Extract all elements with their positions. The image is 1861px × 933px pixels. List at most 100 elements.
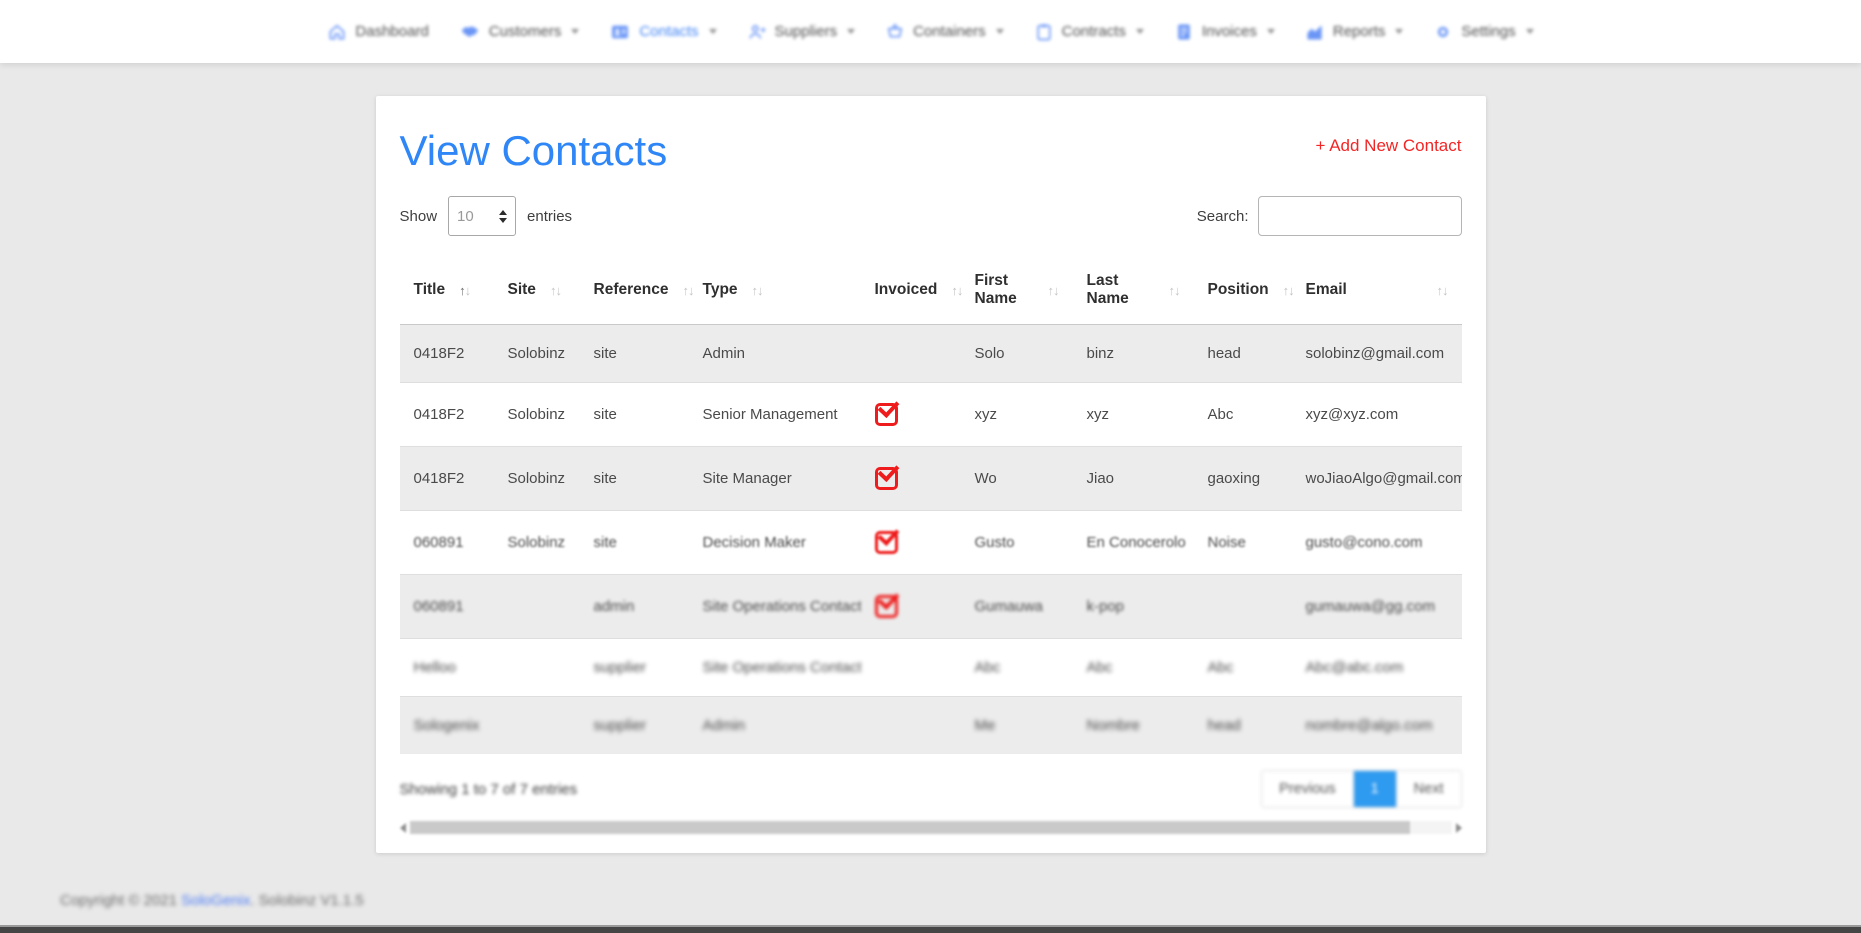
chevron-down-icon xyxy=(995,29,1004,34)
table-row: Helloo supplier Site Operations Contact Abc… xyxy=(399,638,1462,697)
entries-select-value: 10 xyxy=(457,207,474,225)
column-header-site[interactable]: Site ↑ ↓ xyxy=(494,256,580,325)
previous-page-button[interactable]: Previous xyxy=(1262,771,1353,808)
contact-card-icon xyxy=(609,22,631,42)
sort-arrows-icon: ↑ ↓ xyxy=(459,282,471,298)
nav-item-containers[interactable]: Containers xyxy=(885,22,1004,42)
chevron-down-icon xyxy=(1395,29,1404,34)
cell-title: 060891 xyxy=(413,598,464,616)
nav-item-customers[interactable]: Customers xyxy=(459,22,580,42)
cell-title: 060891 xyxy=(413,534,464,552)
chevron-down-icon xyxy=(1266,29,1275,34)
nav-item-label: Contacts xyxy=(639,23,699,40)
column-header-invoiced[interactable]: Invoiced ↑ ↓ xyxy=(861,256,964,325)
cell-email: gusto@cono.com xyxy=(1305,534,1423,552)
column-label: Title xyxy=(413,281,446,299)
table-row: Sologenix supplier Admin Me Nombre head nombre… xyxy=(399,696,1462,755)
brand-link[interactable]: SoloGenix xyxy=(181,892,251,909)
cell-last_name: En Conocerolo xyxy=(1086,534,1186,552)
invoiced-checkbox-icon xyxy=(874,531,898,555)
cell-invoiced xyxy=(861,697,961,755)
entries-select[interactable]: 10 xyxy=(448,196,517,237)
showing-entries-text: Showing 1 to 7 of 7 entries xyxy=(399,780,578,798)
scroll-left-arrow-icon[interactable] xyxy=(399,822,406,833)
next-page-button[interactable]: Next xyxy=(1395,771,1461,808)
nav-items-container: Dashboard Customers Contacts Suppliers Conta… xyxy=(327,22,1534,42)
cell-title: Sologenix xyxy=(413,717,480,735)
column-header-position[interactable]: Position ↑ ↓ xyxy=(1194,256,1295,325)
table-controls: Show 10 entries Search: xyxy=(399,196,1462,237)
scrollbar-track[interactable] xyxy=(409,821,1452,835)
cell-reference: supplier xyxy=(593,717,647,735)
copyright-prefix: Copyright © 2021 xyxy=(60,892,182,909)
cell-invoiced xyxy=(861,447,961,511)
nav-item-suppliers[interactable]: Suppliers xyxy=(747,22,856,42)
nav-item-contracts[interactable]: Contracts xyxy=(1034,22,1144,42)
column-label: Position xyxy=(1207,281,1269,299)
cell-type: Admin xyxy=(702,345,746,363)
nav-item-settings[interactable]: Settings xyxy=(1433,22,1534,42)
column-label: Email xyxy=(1305,281,1347,299)
cell-last_name: Abc xyxy=(1086,659,1113,677)
cell-invoiced xyxy=(861,325,961,383)
invoice-icon xyxy=(1174,22,1194,42)
cell-title: Helloo xyxy=(413,659,457,677)
cell-last_name: xyz xyxy=(1086,406,1110,424)
chevron-down-icon xyxy=(1135,29,1144,34)
cell-email: xyz@xyz.com xyxy=(1305,406,1399,424)
nav-item-invoices[interactable]: Invoices xyxy=(1174,22,1275,42)
cell-first_name: xyz xyxy=(974,406,998,424)
scrollbar-thumb[interactable] xyxy=(409,821,1410,835)
nav-item-label: Reports xyxy=(1332,23,1386,40)
nav-item-reports[interactable]: Reports xyxy=(1305,22,1404,42)
cell-position: head xyxy=(1207,717,1241,735)
invoiced-checkbox-icon xyxy=(874,467,898,491)
view-contacts-card: View Contacts + Add New Contact Show 10 … xyxy=(375,96,1486,854)
column-header-reference[interactable]: Reference ↑ ↓ xyxy=(580,256,695,325)
cell-reference: supplier xyxy=(593,659,647,677)
cell-type: Site Operations Contact xyxy=(702,659,861,677)
scroll-right-arrow-icon[interactable] xyxy=(1455,822,1462,833)
sort-arrows-icon: ↑ ↓ xyxy=(549,282,562,298)
nav-item-label: Contracts xyxy=(1061,23,1126,40)
pagination: Previous 1 Next xyxy=(1261,770,1462,809)
column-header-title[interactable]: Title ↑ ↓ xyxy=(400,256,494,325)
table-row: 0418F2 Solobinz site Admin Solo binz head solob… xyxy=(399,324,1462,383)
nav-item-label: Dashboard xyxy=(355,23,429,40)
cell-title: 0418F2 xyxy=(413,470,465,488)
cell-site: Solobinz xyxy=(507,470,566,488)
column-header-type[interactable]: Type ↑ ↓ xyxy=(689,256,861,325)
nav-item-dashboard[interactable]: Dashboard xyxy=(327,22,429,42)
column-header-email[interactable]: Email ↑ ↓ xyxy=(1292,256,1462,325)
column-label: Invoiced xyxy=(874,281,938,299)
table-footer: Showing 1 to 7 of 7 entries Previous 1 N… xyxy=(399,770,1462,809)
cell-type: Decision Maker xyxy=(702,534,806,552)
cell-site: Solobinz xyxy=(507,345,566,363)
invoiced-checkbox-icon xyxy=(874,403,898,427)
sort-arrows-icon: ↑ ↓ xyxy=(951,282,963,298)
column-header-first_name[interactable]: First Name ↑ ↓ xyxy=(961,256,1073,325)
contacts-table: Title ↑ ↓ Site ↑ ↓ Reference ↑ ↓ Type ↑ ↓ Invoiced ↑ ↓… xyxy=(399,256,1462,755)
search-input[interactable] xyxy=(1257,196,1462,237)
page-title: View Contacts xyxy=(399,127,668,174)
cell-position: head xyxy=(1207,345,1241,363)
cart-icon xyxy=(885,22,905,42)
current-page-button[interactable]: 1 xyxy=(1352,771,1396,808)
cell-site xyxy=(494,697,580,755)
search-group: Search: xyxy=(1196,196,1462,237)
cell-first_name: Wo xyxy=(974,470,997,488)
show-label: Show xyxy=(399,207,438,225)
nav-item-contacts[interactable]: Contacts xyxy=(609,22,717,42)
search-label: Search: xyxy=(1196,207,1249,225)
cell-first_name: Abc xyxy=(974,659,1001,677)
chevron-down-icon xyxy=(571,29,580,34)
cell-invoiced xyxy=(861,383,961,447)
chevron-down-icon xyxy=(1525,29,1534,34)
cell-type: Site Operations Contact xyxy=(702,598,861,616)
add-new-contact-link[interactable]: + Add New Contact xyxy=(1315,136,1462,155)
cell-last_name: Nombre xyxy=(1086,717,1140,735)
column-header-last_name[interactable]: Last Name ↑ ↓ xyxy=(1073,256,1194,325)
table-header-row: Title ↑ ↓ Site ↑ ↓ Reference ↑ ↓ Type ↑ ↓ Invoiced ↑ ↓… xyxy=(399,256,1462,325)
cell-email: solobinz@gmail.com xyxy=(1305,345,1445,363)
nav-item-label: Suppliers xyxy=(774,23,838,40)
